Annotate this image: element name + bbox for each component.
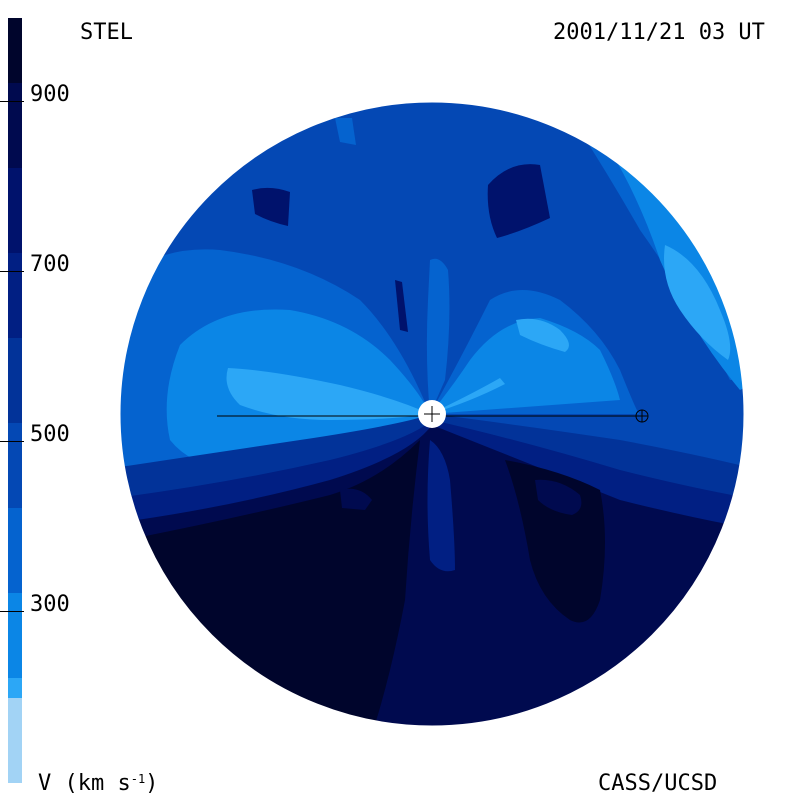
disk-outline	[119, 101, 745, 727]
contour-region	[430, 318, 620, 414]
colorbar-segment	[8, 338, 22, 423]
colorbar-tick-mark	[0, 441, 24, 442]
contour-region	[427, 440, 455, 572]
colorbar-segment	[8, 423, 22, 508]
colorbar-segment	[8, 593, 22, 678]
colorbar-tick-label: 700	[30, 252, 70, 277]
colorbar-segment	[8, 83, 22, 168]
colorbar-segment	[8, 253, 22, 338]
colorbar-segment	[8, 18, 22, 83]
colorbar-tick-mark	[0, 101, 24, 102]
observatory-label: STEL	[80, 20, 133, 45]
colorbar-tick-mark	[0, 611, 24, 612]
contour-region	[252, 187, 290, 226]
contour-region	[395, 280, 408, 332]
colorbar-segment	[8, 698, 22, 783]
contour-region	[335, 118, 356, 145]
contour-region	[426, 258, 450, 414]
colorbar-units-label: V (km s-1)	[38, 771, 159, 796]
contour-region	[430, 378, 505, 414]
contour-region	[664, 245, 731, 360]
timestamp-label: 2001/11/21 03 UT	[553, 20, 765, 45]
colorbar-tick-label: 900	[30, 82, 70, 107]
institution-label: CASS/UCSD	[598, 771, 718, 796]
contour-region	[516, 318, 569, 352]
colorbar-segment	[8, 168, 22, 253]
contour-region	[487, 164, 550, 238]
velocity-colorbar	[8, 18, 22, 783]
colorbar-segment	[8, 508, 22, 593]
colorbar-tick-label: 500	[30, 422, 70, 447]
contour-region	[535, 479, 582, 515]
contour-region	[340, 488, 372, 510]
contour-region	[226, 368, 430, 420]
colorbar-segment	[8, 678, 22, 698]
colorbar-tick-mark	[0, 271, 24, 272]
colorbar-tick-label: 300	[30, 592, 70, 617]
